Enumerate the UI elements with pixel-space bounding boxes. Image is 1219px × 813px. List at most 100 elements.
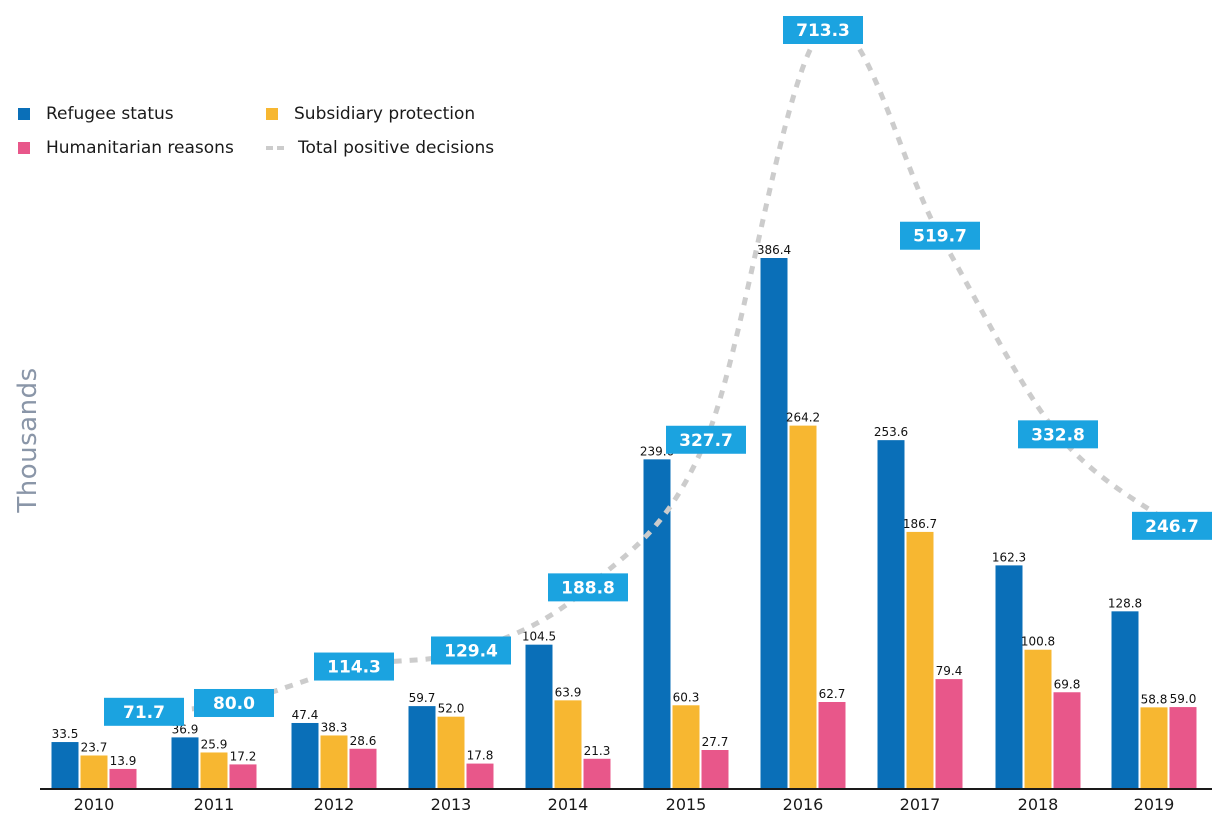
bar-value-label: 27.7 (702, 735, 729, 749)
bar (349, 748, 377, 788)
bar (583, 758, 611, 788)
bar-value-label: 36.9 (172, 722, 199, 736)
x-tick-label: 2013 (431, 795, 472, 813)
bar (1140, 707, 1168, 788)
x-tick-label: 2019 (1134, 795, 1175, 813)
total-value-box (314, 652, 394, 681)
total-value-box (900, 221, 980, 250)
legend-label-total-positive-decisions: Total positive decisions (298, 138, 495, 158)
total-value-label: 713.3 (796, 21, 850, 41)
legend-label-subsidiary-protection: Subsidiary protection (294, 104, 476, 124)
x-tick-label: 2010 (74, 795, 115, 813)
bar (1111, 611, 1139, 788)
total-value-box (431, 636, 511, 665)
bar-value-label: 17.2 (230, 749, 257, 763)
bar-value-label: 186.7 (903, 517, 937, 531)
legend-item-subsidiary-protection: Subsidiary protection (266, 104, 475, 124)
bar-value-label: 59.0 (1170, 692, 1197, 706)
bar (525, 644, 553, 788)
legend-swatch-total-positive-decisions (266, 146, 288, 150)
bar-value-label: 21.3 (584, 744, 611, 758)
legend-item-total-positive-decisions: Total positive decisions (266, 138, 494, 158)
x-tick-label: 2016 (783, 795, 824, 813)
bar-value-label: 63.9 (555, 685, 582, 699)
total-value-box (783, 16, 863, 44)
total-value-label: 114.3 (327, 658, 381, 678)
bar-value-label: 239.6 (640, 444, 674, 458)
bar (789, 425, 817, 788)
bar (554, 700, 582, 788)
bar-value-label: 58.8 (1141, 692, 1168, 706)
bar (995, 565, 1023, 788)
bar (80, 755, 108, 788)
legend-item-humanitarian-reasons: Humanitarian reasons (18, 138, 234, 158)
bar (643, 459, 671, 788)
bar-value-label: 33.5 (52, 727, 79, 741)
bar-value-label: 60.3 (673, 690, 700, 704)
total-value-label: 246.7 (1145, 517, 1199, 537)
bar (906, 531, 934, 788)
total-value-label: 332.8 (1031, 425, 1085, 445)
bar-value-label: 264.2 (786, 411, 820, 425)
bar (320, 735, 348, 788)
bar (1024, 649, 1052, 788)
total-value-box (1132, 511, 1212, 540)
bar-value-label: 104.5 (522, 630, 556, 644)
x-tick-label: 2015 (666, 795, 707, 813)
x-tick-label: 2017 (900, 795, 941, 813)
bar-value-label: 69.8 (1054, 677, 1081, 691)
bar (200, 752, 228, 788)
bar (51, 742, 79, 788)
bar (437, 716, 465, 788)
total-value-box (104, 697, 184, 726)
total-value-box (548, 573, 628, 602)
bar (466, 763, 494, 788)
total-value-label: 71.7 (123, 703, 165, 723)
bar-value-label: 52.0 (438, 702, 465, 716)
total-value-box (1018, 420, 1098, 449)
x-tick-label: 2011 (194, 795, 235, 813)
legend-swatch-subsidiary-protection (266, 108, 278, 120)
bar (1169, 707, 1197, 788)
legend-label-humanitarian-reasons: Humanitarian reasons (46, 138, 234, 158)
bar-value-label: 17.8 (467, 749, 494, 763)
bar-value-label: 47.4 (292, 708, 319, 722)
bar-value-label: 100.8 (1021, 635, 1055, 649)
x-tick-label: 2012 (314, 795, 355, 813)
legend-label-refugee-status: Refugee status (46, 104, 174, 124)
bar-value-label: 162.3 (992, 550, 1026, 564)
total-value-label: 80.0 (213, 694, 255, 714)
bar (1053, 692, 1081, 788)
legend-swatch-humanitarian-reasons (18, 142, 30, 154)
total-value-box (666, 425, 746, 454)
bar (291, 722, 319, 788)
total-value-box (194, 688, 274, 717)
bar (818, 701, 846, 788)
bar-value-label: 253.6 (874, 425, 908, 439)
total-value-label: 519.7 (913, 227, 967, 247)
bar-value-label: 59.7 (409, 691, 436, 705)
total-value-label: 129.4 (444, 641, 498, 661)
legend-item-refugee-status: Refugee status (18, 104, 174, 124)
legend-swatch-refugee-status (18, 108, 30, 120)
bar-value-label: 62.7 (819, 687, 846, 701)
bar-value-label: 25.9 (201, 737, 228, 751)
bar-value-label: 38.3 (321, 720, 348, 734)
bar (109, 768, 137, 788)
bar (229, 764, 257, 788)
bar (171, 737, 199, 788)
total-value-label: 188.8 (561, 578, 615, 598)
bar (701, 750, 729, 788)
bar (935, 679, 963, 788)
bar-value-label: 79.4 (936, 664, 963, 678)
total-value-label: 327.7 (679, 431, 733, 451)
bar (672, 705, 700, 788)
bar-value-label: 13.9 (110, 754, 137, 768)
bar-value-label: 128.8 (1108, 596, 1142, 610)
bar (760, 258, 788, 788)
bar (408, 706, 436, 788)
bar-value-label: 23.7 (81, 740, 108, 754)
bar (877, 440, 905, 788)
bar-value-label: 28.6 (350, 734, 377, 748)
